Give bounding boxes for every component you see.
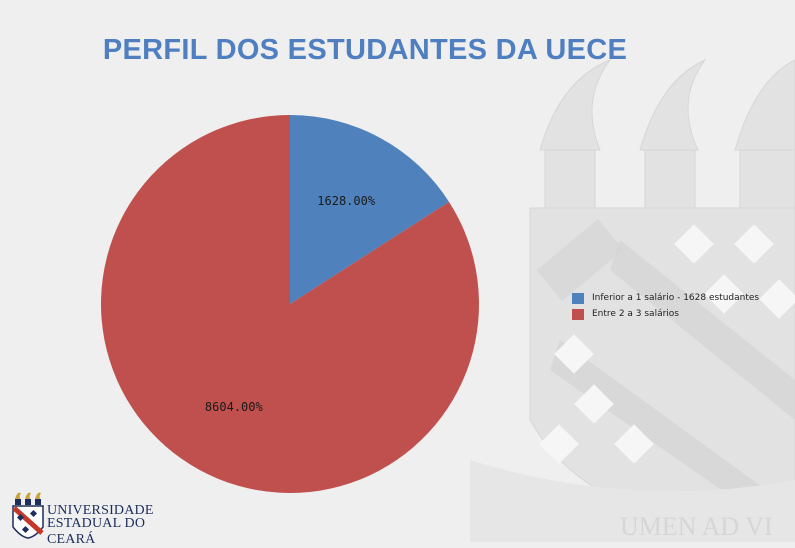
pie-slice-2 (101, 115, 480, 494)
page-title: PERFIL DOS ESTUDANTES DA UECE (102, 34, 628, 66)
legend-label-1: Inferior a 1 salário - 1628 estudantes (592, 293, 760, 303)
university-logo: UNIVERSIDADE ESTADUAL DO CEARÁ (11, 491, 181, 547)
legend-swatch-1 (572, 292, 584, 304)
logo-line-2: ESTADUAL DO CEARÁ (47, 516, 146, 547)
slice-data-label-1: 1628.00% (317, 194, 376, 208)
legend-swatch-2 (572, 308, 584, 320)
watermark-motto: UMEN AD VI (620, 512, 773, 541)
background-emblem-watermark: UMEN AD VI (470, 58, 795, 542)
legend-item-2: Entre 2 a 3 salários (572, 306, 759, 322)
slice-data-label-2: 8604.00% (205, 400, 264, 414)
university-crest-icon (12, 492, 44, 539)
legend-item-1: Inferior a 1 salário - 1628 estudantes (572, 290, 759, 306)
chart-legend: Inferior a 1 salário - 1628 estudantes E… (572, 290, 759, 322)
logo-line-1: UNIVERSIDADE (47, 503, 154, 518)
pie-slice-1 (290, 115, 450, 304)
legend-label-2: Entre 2 a 3 salários (592, 309, 679, 319)
